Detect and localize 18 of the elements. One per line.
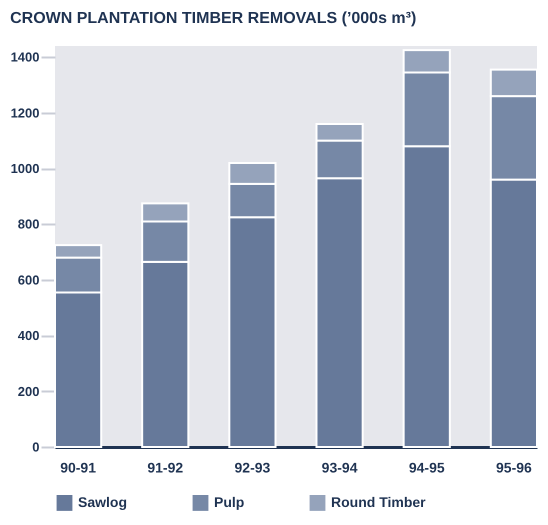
x-tick-label: 90-91 — [60, 460, 96, 476]
y-tick-label: 1200 — [10, 105, 40, 120]
legend-label: Round Timber — [331, 494, 426, 510]
y-tick-label: 600 — [18, 272, 40, 288]
y-tick-label: 400 — [18, 328, 40, 344]
y-tick-label: 800 — [18, 216, 40, 232]
x-tick-label: 91-92 — [147, 460, 184, 476]
x-tick-label: 95-96 — [496, 460, 532, 476]
y-tick-label: 1000 — [10, 161, 40, 176]
x-tick-label: 93-94 — [322, 460, 358, 476]
chart-title: CROWN PLANTATION TIMBER REMOVALS (’000s m³) — [10, 10, 416, 27]
legend-label: Sawlog — [78, 494, 128, 510]
legend-label: Pulp — [214, 494, 244, 510]
y-tick-label: 1400 — [10, 50, 40, 65]
x-tick-label: 92-93 — [234, 460, 271, 476]
y-tick-label: 0 — [32, 440, 40, 454]
x-tick-label: 94-95 — [408, 460, 445, 476]
y-tick-label: 200 — [18, 384, 40, 399]
